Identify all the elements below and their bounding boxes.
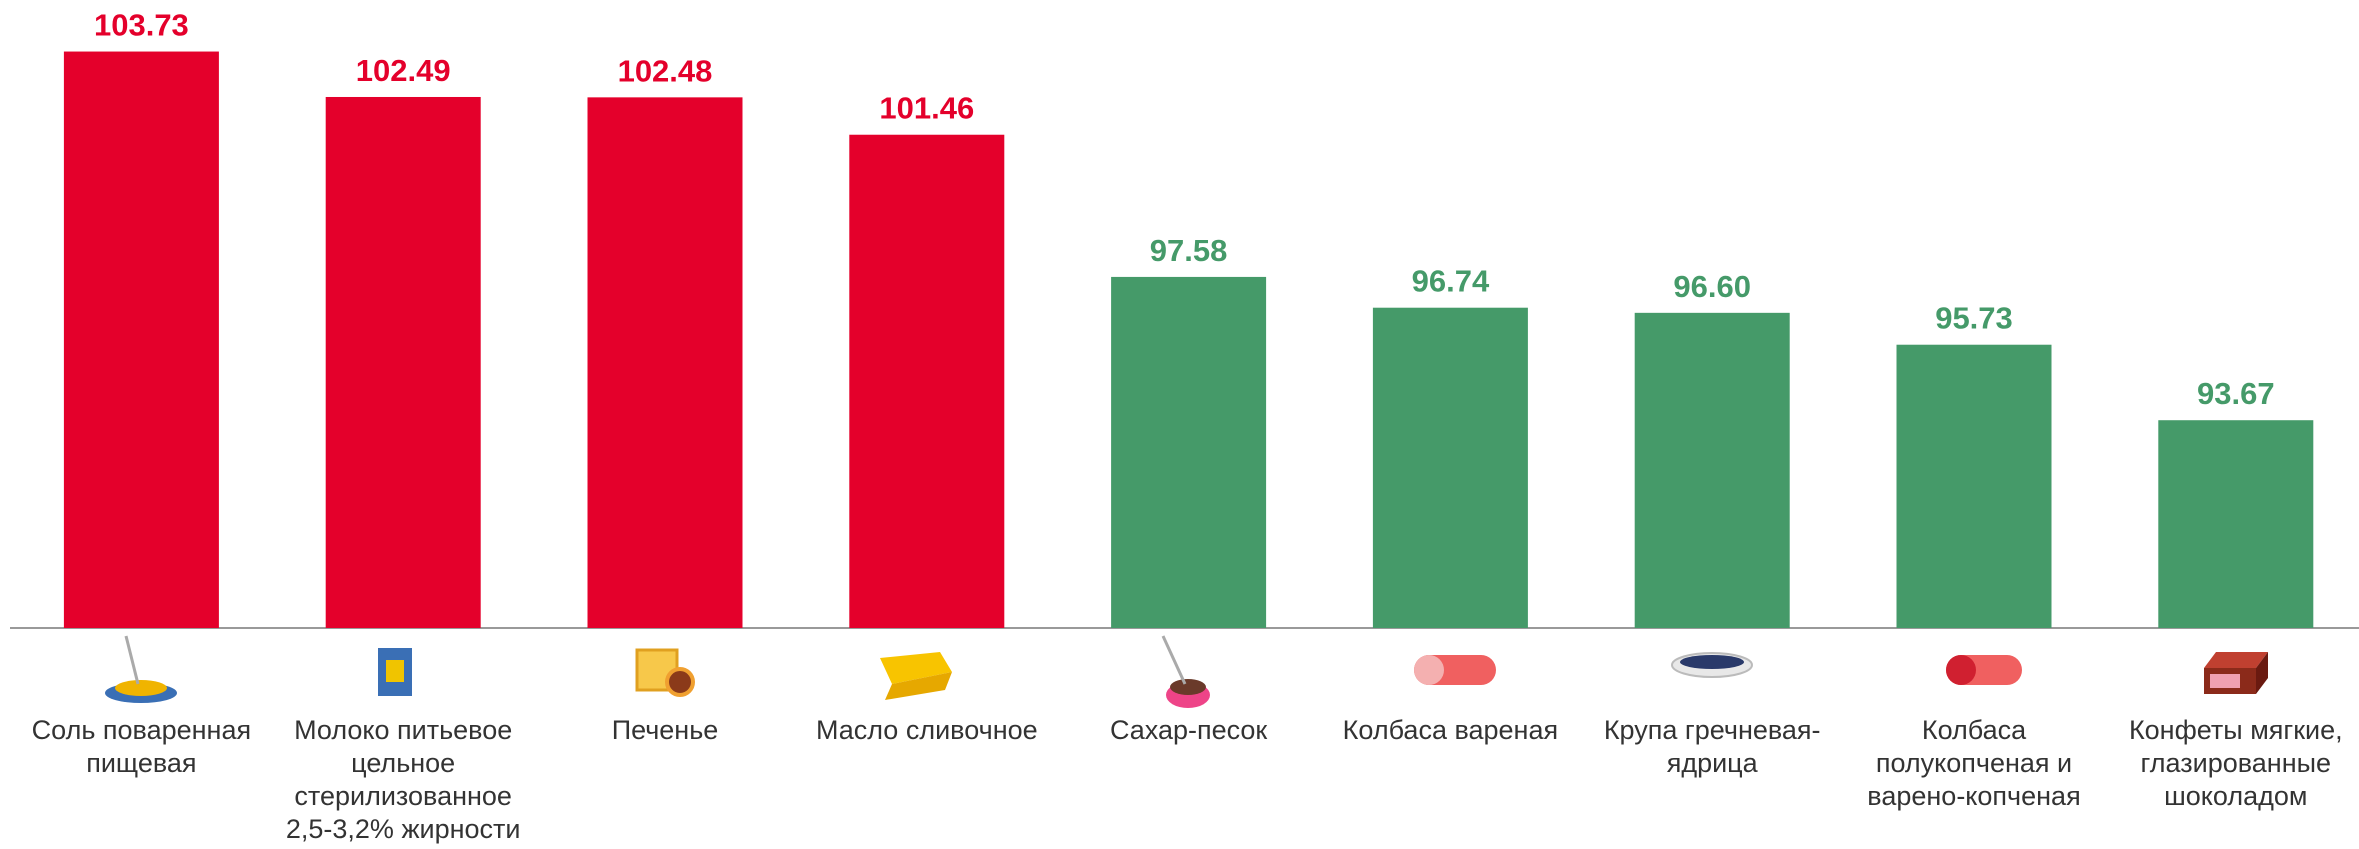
category-label: Молоко питьевое цельное стерилизованное … [285,715,521,844]
icon [880,652,952,684]
value-label: 97.58 [1150,233,1228,268]
icon [124,635,140,685]
icon [1414,655,1444,685]
bar [1896,344,2052,628]
value-label: 93.67 [2197,376,2275,411]
icons [105,635,2268,708]
value-label: 103.73 [94,8,189,43]
icon [115,680,167,696]
bar [63,51,219,629]
category-label: Масло сливочное [815,715,1038,745]
category-label: Соль поваренная пищевая [31,715,252,778]
icon [665,667,695,697]
category-label: Колбаса полукопченая и варено-копченая [1867,715,2081,811]
value-label: 102.49 [356,53,451,88]
bar [1111,276,1267,628]
bar [1372,307,1528,628]
icon [2256,652,2268,694]
value-label: 95.73 [1935,301,2013,336]
icon [1161,635,1187,685]
value-label: 96.60 [1673,269,1751,304]
icon [386,660,404,682]
icon [885,672,952,700]
category-label: Крупа гречневая-ядрица [1603,715,1821,778]
category-label: Печенье [611,715,719,745]
bar [325,96,481,628]
icon [2204,652,2268,668]
bar [1634,312,1790,628]
value-label: 96.74 [1412,264,1490,299]
bar [587,97,743,628]
category-label: Колбаса вареная [1342,715,1559,745]
category-label: Конфеты мягкие, глазированные шоколадом [2128,715,2343,811]
bar [2158,420,2314,628]
icon [1680,655,1744,669]
icon [1946,655,1976,685]
icon [1170,679,1206,695]
category-label: Сахар-песок [1109,715,1268,745]
value-label: 102.48 [618,53,713,88]
icon [2210,674,2240,688]
value-label: 101.46 [879,91,974,126]
bar [849,134,1005,628]
